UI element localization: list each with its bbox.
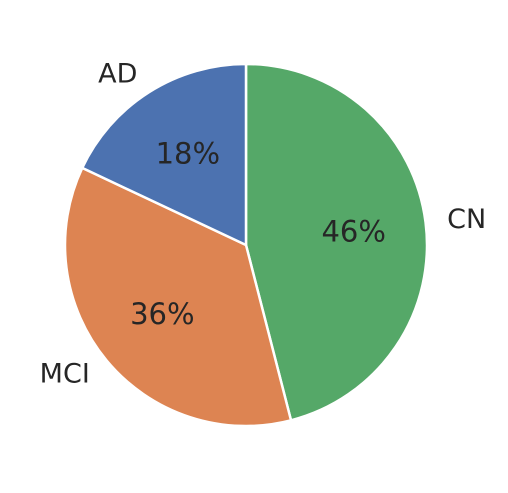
pct-label-mci: 36% — [130, 297, 194, 331]
pct-label-cn: 46% — [321, 214, 385, 248]
pie-slice-ad — [80, 62, 248, 247]
labels-layer: 46% CN 36% MCI 18% AD — [40, 58, 486, 389]
pie-slice-cn — [244, 62, 429, 422]
pct-label-ad: 18% — [156, 136, 220, 170]
category-label-mci: MCI — [40, 359, 90, 390]
pie-slice-mci — [63, 166, 293, 428]
slices-layer — [63, 62, 429, 428]
category-label-ad: AD — [98, 58, 137, 89]
category-label-cn: CN — [447, 204, 486, 235]
